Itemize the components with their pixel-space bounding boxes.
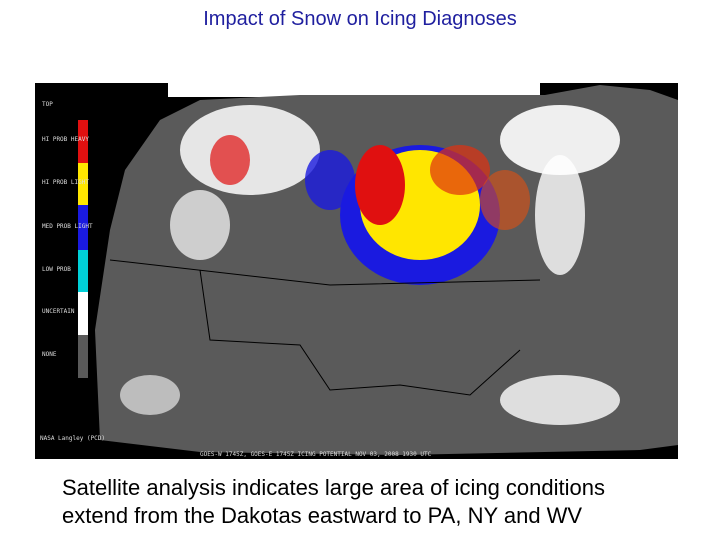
legend-label: UNCERTAIN	[42, 308, 75, 315]
caption-line: Satellite analysis indicates large area …	[62, 475, 605, 500]
caption-line: extend from the Dakotas eastward to PA, …	[62, 503, 583, 528]
legend-label: HI PROB LIGHT	[42, 179, 89, 186]
satellite-map: TOP HI PROB HEAVY HI PROB LIGHT MED PROB LI…	[35, 83, 678, 459]
legend-label: HI PROB HEAVY	[42, 136, 89, 143]
caption: Satellite analysis indicates large area …	[62, 474, 605, 530]
legend-label: NONE	[42, 351, 57, 358]
slide-title: Impact of Snow on Icing Diagnoses	[203, 8, 517, 30]
legend-label: LOW PROB	[42, 266, 71, 273]
image-footer: GOES-W 1745Z, GOES-E 1745Z ICING POTENTI…	[200, 451, 432, 458]
legend-label: TOP	[42, 101, 53, 108]
image-credit: NASA Langley (PCD)	[40, 435, 105, 442]
legend-label: MED PROB LIGHT	[42, 223, 93, 230]
